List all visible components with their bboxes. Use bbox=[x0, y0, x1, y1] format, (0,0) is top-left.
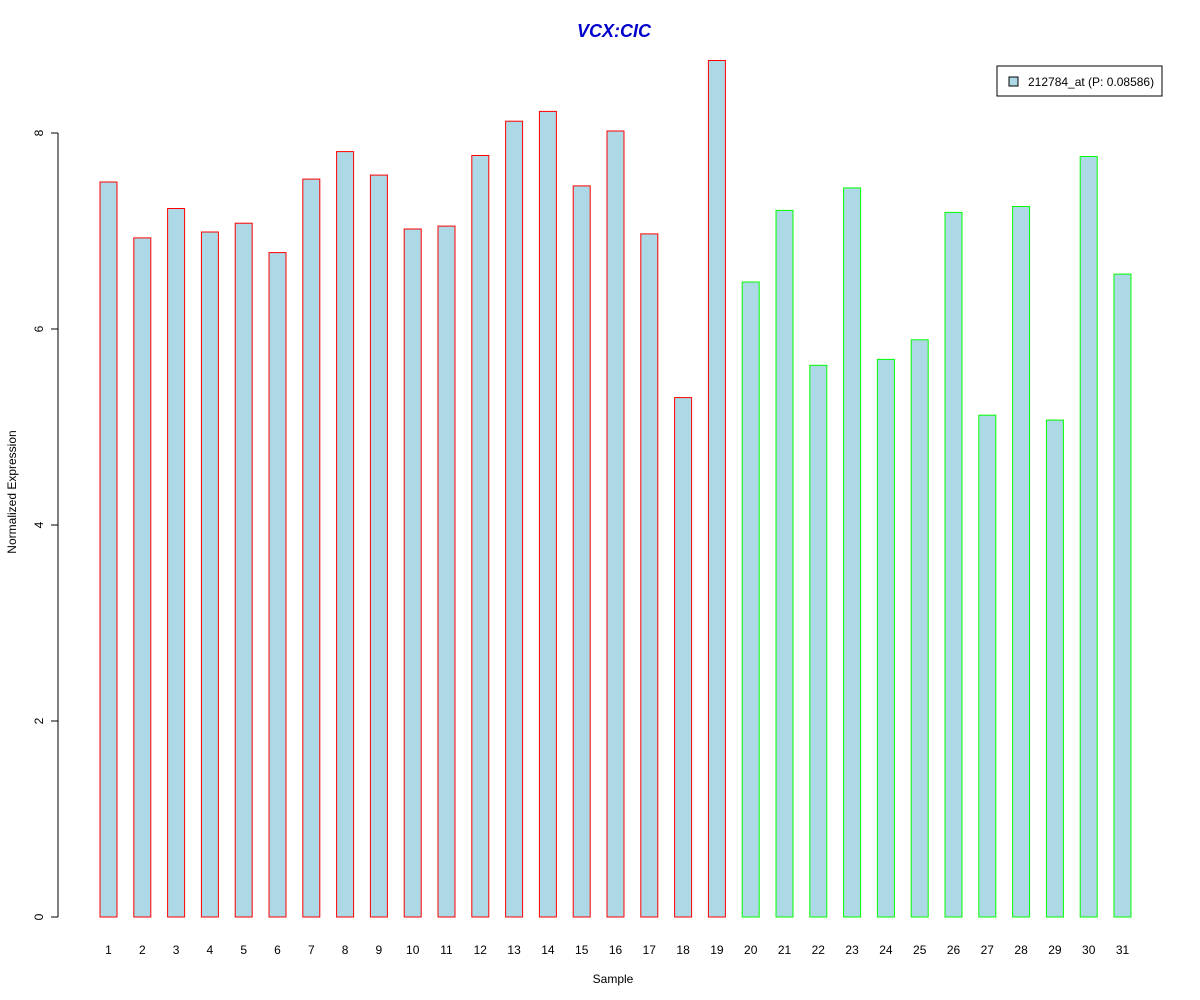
bar-sample-16 bbox=[606, 130, 625, 918]
x-tick-label: 22 bbox=[812, 943, 826, 957]
x-tick-label: 31 bbox=[1116, 943, 1130, 957]
legend: 212784_at (P: 0.08586) bbox=[996, 65, 1163, 97]
bar-sample-21 bbox=[775, 209, 794, 918]
x-tick-label: 3 bbox=[173, 943, 180, 957]
x-tick-label: 4 bbox=[207, 943, 214, 957]
x-tick-label: 24 bbox=[879, 943, 893, 957]
x-tick-label: 18 bbox=[676, 943, 690, 957]
x-tick-label: 11 bbox=[440, 943, 453, 957]
chart-title: VCX:CIC bbox=[577, 21, 652, 41]
bar-sample-9 bbox=[369, 174, 388, 918]
x-tick-label: 9 bbox=[376, 943, 383, 957]
y-tick-label: 8 bbox=[32, 129, 46, 136]
bar-sample-23 bbox=[843, 187, 862, 918]
bar-sample-28 bbox=[1012, 206, 1031, 918]
x-tick-label: 7 bbox=[308, 943, 315, 957]
x-tick-label: 29 bbox=[1048, 943, 1062, 957]
x-tick-label: 8 bbox=[342, 943, 349, 957]
legend-swatch bbox=[1008, 76, 1019, 87]
bar-sample-25 bbox=[910, 339, 929, 918]
bar-sample-10 bbox=[403, 228, 422, 918]
x-tick-label: 2 bbox=[139, 943, 146, 957]
bar-sample-4 bbox=[200, 231, 219, 918]
bars bbox=[99, 60, 1132, 918]
y-tick-label: 6 bbox=[32, 325, 46, 332]
x-tick-label: 14 bbox=[541, 943, 555, 957]
bar-sample-5 bbox=[234, 222, 253, 918]
x-tick-label: 26 bbox=[947, 943, 961, 957]
bar-sample-30 bbox=[1079, 156, 1098, 918]
x-tick-label: 13 bbox=[507, 943, 521, 957]
bar-sample-20 bbox=[741, 281, 760, 918]
x-tick-labels: 1 2 3 4 5 6 7 8 9 10 11 12 13 14 15 16 17 18 19 20 21 22 23 24 2… bbox=[105, 943, 1129, 957]
x-tick-label: 28 bbox=[1014, 943, 1028, 957]
x-tick-label: 20 bbox=[744, 943, 758, 957]
x-tick-label: 27 bbox=[981, 943, 995, 957]
bar-sample-17 bbox=[640, 233, 659, 918]
x-tick-label: 19 bbox=[710, 943, 724, 957]
x-tick-label: 5 bbox=[240, 943, 247, 957]
x-tick-label: 1 bbox=[105, 943, 112, 957]
bar-sample-1 bbox=[99, 181, 118, 918]
bar-sample-18 bbox=[674, 397, 693, 918]
x-tick-label: 17 bbox=[643, 943, 657, 957]
y-tick-label: 2 bbox=[32, 717, 46, 724]
bar-sample-29 bbox=[1045, 419, 1064, 918]
y-tick-label: 0 bbox=[32, 913, 46, 920]
y-axis: 0 2 4 6 8 bbox=[32, 129, 59, 920]
bar-sample-13 bbox=[505, 120, 524, 918]
bar-sample-12 bbox=[471, 155, 490, 918]
x-tick-label: 25 bbox=[913, 943, 927, 957]
bar-sample-22 bbox=[809, 364, 828, 918]
bar-sample-3 bbox=[167, 208, 186, 918]
x-axis-label: Sample bbox=[593, 972, 634, 986]
bar-sample-31 bbox=[1113, 273, 1132, 918]
y-axis-label: Normalized Expression bbox=[5, 430, 19, 553]
x-tick-label: 10 bbox=[406, 943, 420, 957]
legend-label: 212784_at (P: 0.08586) bbox=[1028, 75, 1154, 89]
x-tick-label: 23 bbox=[845, 943, 859, 957]
legend-box bbox=[996, 65, 1163, 97]
bar-sample-24 bbox=[876, 358, 895, 918]
x-tick-label: 6 bbox=[274, 943, 281, 957]
bar-sample-14 bbox=[538, 110, 557, 918]
bar-sample-8 bbox=[336, 151, 355, 918]
bar-sample-2 bbox=[133, 237, 152, 918]
bar-sample-27 bbox=[978, 414, 997, 918]
x-tick-label: 16 bbox=[609, 943, 623, 957]
bar-sample-19 bbox=[707, 60, 726, 918]
bar-sample-11 bbox=[437, 225, 456, 918]
bar-sample-6 bbox=[268, 252, 287, 918]
y-tick-label: 4 bbox=[32, 521, 46, 528]
bar-sample-26 bbox=[944, 211, 963, 918]
x-tick-label: 12 bbox=[474, 943, 488, 957]
bar-sample-7 bbox=[302, 178, 321, 918]
bar-sample-15 bbox=[572, 185, 591, 918]
x-tick-label: 21 bbox=[778, 943, 792, 957]
x-tick-label: 15 bbox=[575, 943, 589, 957]
x-tick-label: 30 bbox=[1082, 943, 1096, 957]
